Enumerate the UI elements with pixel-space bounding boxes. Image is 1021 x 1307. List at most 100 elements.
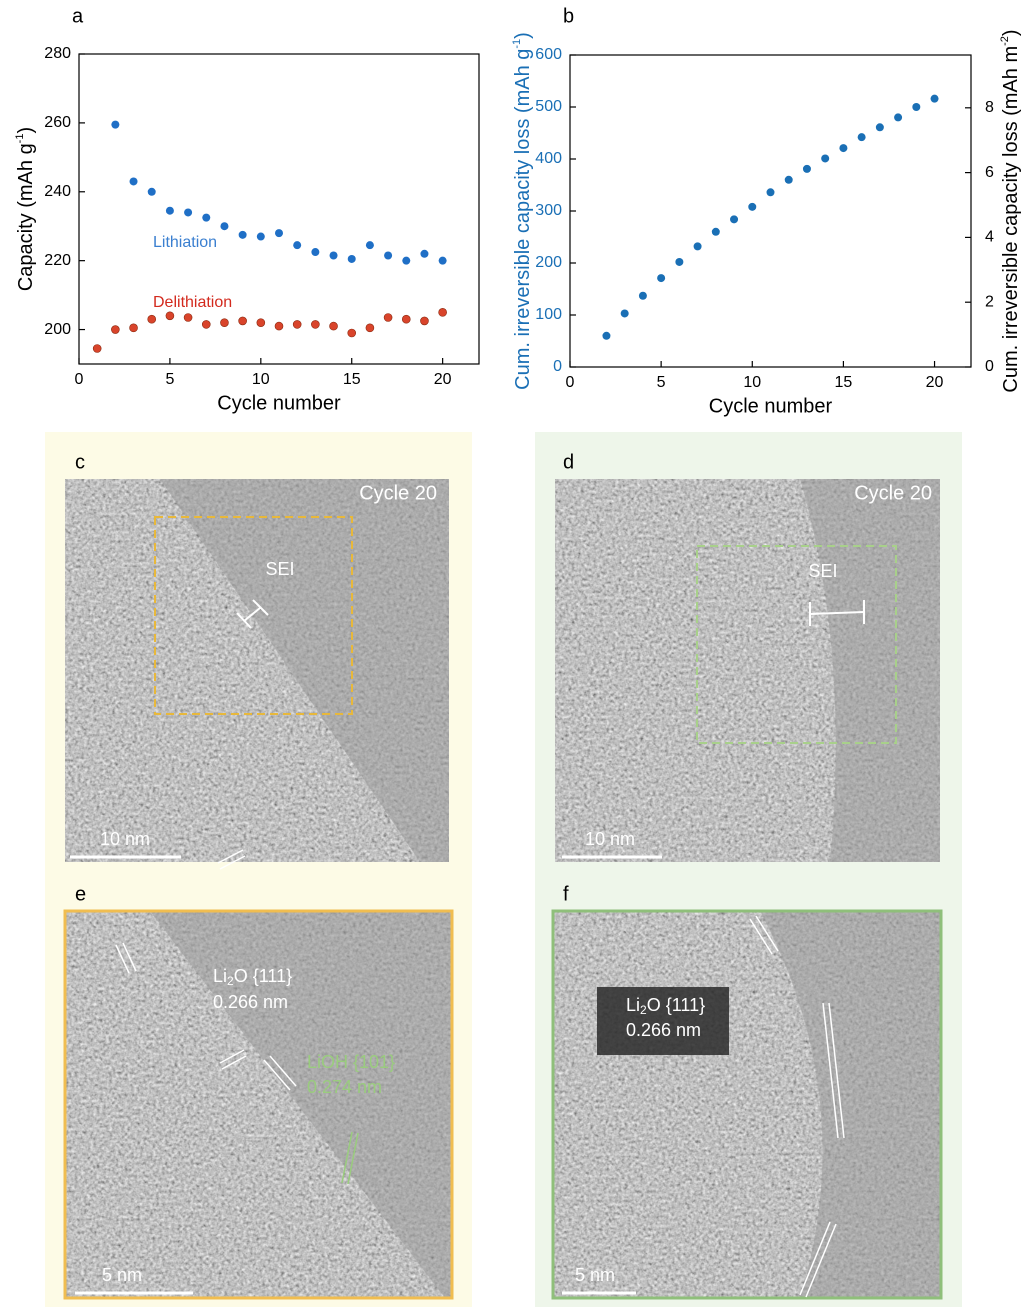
label-text: ) (1000, 29, 1021, 36)
phase-label: Li2O {111} (213, 966, 292, 988)
y-tick-label: 300 (535, 202, 562, 219)
x-tick-label: 10 (743, 374, 761, 391)
y2-tick-label: 6 (985, 164, 994, 181)
data-point (711, 227, 720, 236)
data-point (92, 344, 102, 353)
phase-sub: 2 (227, 974, 234, 988)
plot-frame (78, 53, 480, 365)
data-point (329, 251, 338, 260)
data-point (420, 316, 429, 326)
sei-bracket (236, 599, 865, 629)
data-point (111, 325, 120, 334)
x-tick-label: 10 (252, 371, 270, 388)
x-tick-label: 5 (657, 374, 666, 391)
data-point (401, 314, 411, 324)
x-tick-label: 0 (566, 374, 575, 391)
data-point (220, 222, 229, 231)
roi-box (154, 516, 353, 715)
y-tick-label: 240 (44, 183, 71, 200)
x-tick-label: 20 (434, 371, 452, 388)
scale-bar (70, 855, 662, 1295)
data-point (438, 256, 447, 265)
data-point (620, 309, 629, 318)
phase-text: O {111} (234, 966, 292, 986)
y-tick-label: 100 (535, 306, 562, 323)
data-point (602, 331, 611, 340)
scale-label: 10 nm (585, 829, 635, 849)
y-axis-label: Cum. irreversible capacity loss (mAh g-1… (511, 32, 534, 390)
data-point (402, 256, 411, 265)
data-point (256, 318, 266, 327)
data-point (365, 241, 374, 250)
y-tick-label: 200 (535, 254, 562, 271)
data-point (311, 320, 320, 329)
data-point (293, 241, 302, 250)
x-tick-label: 15 (835, 374, 853, 391)
data-point (930, 94, 939, 103)
data-point (347, 254, 356, 263)
phase-text: O {111} (647, 995, 705, 1015)
panel-label: b (563, 5, 574, 27)
data-point (894, 113, 903, 122)
data-point (111, 120, 120, 129)
data-point (129, 323, 138, 333)
label-box (597, 987, 729, 1055)
y-tick-label: 600 (535, 46, 562, 63)
label-text: ) (512, 32, 534, 39)
x-tick-label: 15 (343, 371, 361, 388)
data-point (766, 188, 775, 197)
data-point (238, 316, 247, 326)
panel-label: c (75, 451, 85, 473)
spacing-label: 0.274 nm (307, 1077, 382, 1097)
data-point (693, 242, 702, 251)
lattice-marks (341, 1131, 359, 1185)
image-caption: Cycle 20 (359, 482, 437, 504)
image-caption: Cycle 20 (854, 482, 932, 504)
data-point (256, 232, 265, 241)
data-point (802, 164, 811, 173)
data-point (147, 314, 157, 324)
spacing-label: 0.266 nm (626, 1020, 701, 1040)
data-point (311, 248, 320, 257)
phase-label: LiOH {101} (307, 1052, 395, 1072)
x-axis-label: Cycle number (709, 395, 833, 417)
image-border (63, 909, 454, 1300)
label-sup: -1 (511, 39, 523, 49)
panel-label: e (75, 883, 86, 905)
data-point (365, 323, 375, 333)
label-text: ) (15, 127, 37, 134)
x-tick-label: 20 (926, 374, 944, 391)
series-label: Delithiation (153, 294, 232, 311)
data-point (238, 230, 247, 239)
data-point (274, 321, 284, 331)
panel-label: d (563, 451, 574, 473)
y-tick-label: 500 (535, 98, 562, 115)
y2-tick-label: 8 (985, 99, 994, 116)
label-text: Cum. irreversible capacity loss (mAh g (512, 49, 534, 390)
data-point (420, 249, 429, 258)
data-point (748, 202, 757, 211)
label-sup: -2 (999, 36, 1011, 46)
scale-label: 5 nm (102, 1265, 142, 1285)
spacing-label: 0.266 nm (213, 992, 288, 1012)
y2-axis-label: Cum. irreversible capacity loss (mAh m-2… (999, 29, 1021, 392)
data-point (329, 321, 338, 331)
panel-label: f (563, 883, 569, 905)
x-tick-label: 0 (75, 371, 84, 388)
tem-shade (800, 479, 940, 862)
data-point (857, 133, 866, 142)
data-point (292, 320, 302, 329)
data-point (184, 208, 193, 217)
label-sup: -1 (14, 134, 26, 144)
phase-text: Li (213, 966, 227, 986)
data-point (912, 103, 921, 111)
tem-shade (150, 911, 452, 1298)
y-axis-label: Capacity (mAh g-1) (14, 127, 37, 291)
data-point (201, 320, 211, 329)
plot-frame (569, 54, 972, 368)
data-point (657, 274, 666, 283)
data-point (839, 144, 848, 153)
data-point (730, 215, 739, 224)
data-point (183, 313, 193, 322)
